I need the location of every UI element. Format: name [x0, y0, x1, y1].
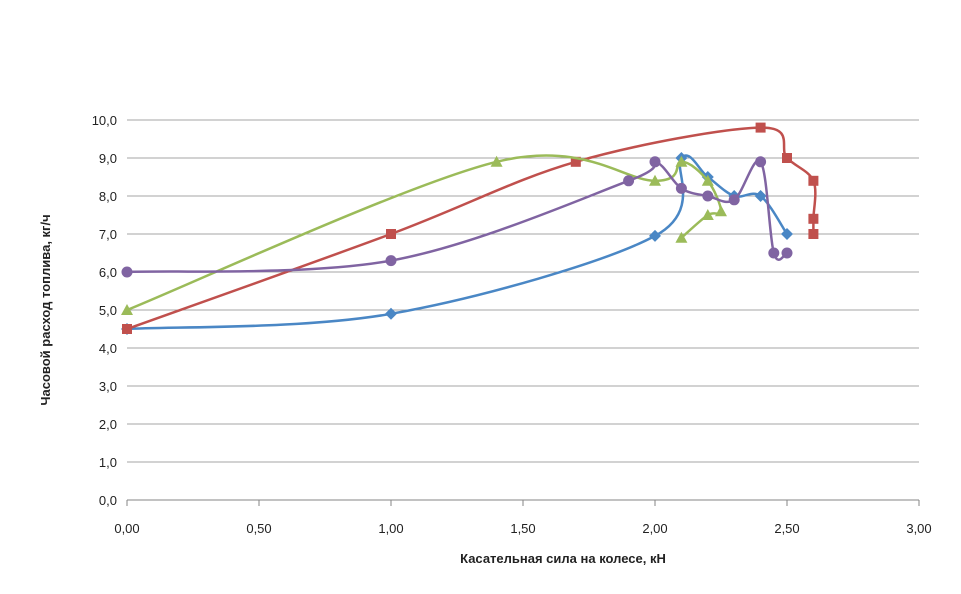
square-marker	[755, 122, 766, 133]
diamond-marker	[385, 307, 397, 320]
y-tick-label: 3,0	[99, 379, 117, 394]
gridlines	[127, 119, 919, 501]
y-tick-label: 9,0	[99, 151, 117, 166]
x-tick-label: 3,00	[906, 521, 931, 536]
series-3	[121, 154, 727, 315]
triangle-marker	[701, 174, 714, 186]
triangle-marker	[675, 231, 688, 243]
square-marker	[122, 324, 132, 334]
y-tick-label: 6,0	[99, 265, 117, 280]
square-marker	[808, 229, 819, 239]
series-line	[125, 126, 817, 331]
square-marker	[782, 153, 792, 163]
circle-marker	[385, 255, 397, 267]
triangle-marker	[649, 174, 661, 186]
circle-marker	[768, 247, 780, 259]
y-axis-title: Часовой расход топлива, кг/ч	[38, 214, 53, 405]
square-marker	[386, 229, 396, 239]
y-tick-label: 10,0	[92, 113, 117, 128]
series-4	[121, 156, 793, 278]
circle-marker	[623, 175, 635, 187]
y-tick-label: 0,0	[99, 493, 117, 508]
triangle-marker	[675, 155, 688, 167]
circle-marker	[728, 194, 740, 206]
y-tick-label: 5,0	[99, 303, 117, 318]
series-2	[122, 122, 819, 334]
x-tick-label: 2,00	[642, 521, 667, 536]
series-line	[125, 154, 723, 312]
circle-marker	[755, 156, 767, 168]
series-line	[125, 154, 789, 331]
x-tick-label: 1,00	[378, 521, 403, 536]
y-tick-label: 2,0	[99, 417, 117, 432]
x-axis-title: Касательная сила на колесе, кН	[460, 551, 666, 566]
y-tick-label: 8,0	[99, 189, 117, 204]
triangle-marker	[121, 304, 133, 315]
triangle-marker	[490, 155, 503, 167]
diamond-marker	[649, 229, 661, 242]
circle-marker	[675, 182, 687, 194]
circle-marker	[781, 247, 793, 259]
triangle-marker	[715, 205, 727, 217]
y-tick-label: 4,0	[99, 341, 117, 356]
square-marker	[808, 213, 819, 224]
x-tick-label: 1,50	[510, 521, 535, 536]
tick-labels: 0,0 1,0 2,0 3,0 4,0 5,0 6,0 7,0 8,0 9,0 10,0 0,00 0,…	[92, 113, 932, 536]
square-marker	[570, 156, 581, 167]
x-tick-label: 0,00	[114, 521, 139, 536]
data-series	[121, 122, 819, 335]
x-tick-label: 2,50	[774, 521, 799, 536]
square-marker	[808, 175, 819, 186]
series-line	[125, 159, 789, 274]
x-tick-label: 0,50	[246, 521, 271, 536]
triangle-marker	[701, 209, 714, 220]
y-tick-label: 1,0	[99, 455, 117, 470]
diamond-marker	[781, 228, 793, 240]
circle-marker	[702, 190, 714, 202]
circle-marker	[121, 266, 133, 278]
circle-marker	[649, 156, 661, 168]
y-tick-label: 7,0	[99, 227, 117, 242]
axes	[126, 499, 920, 506]
diamond-marker	[754, 190, 767, 202]
